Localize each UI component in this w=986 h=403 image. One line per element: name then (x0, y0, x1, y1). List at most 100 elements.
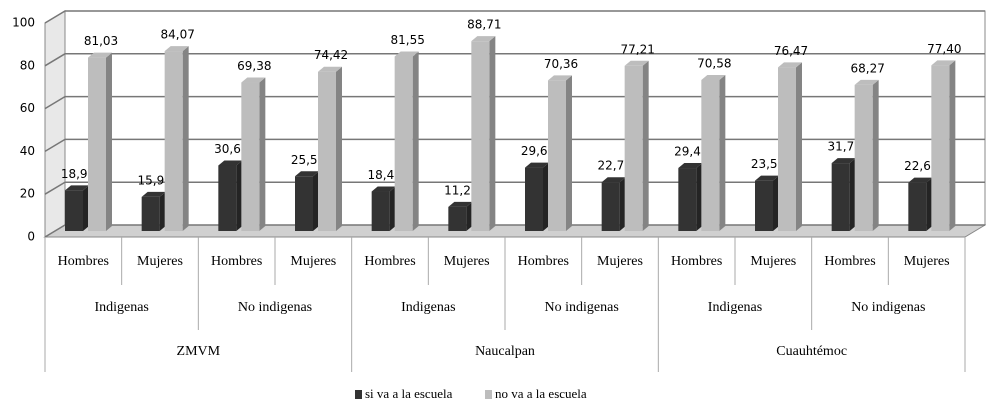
subgroup-label: Indigenas (708, 300, 762, 315)
value-label: 68,27 (850, 61, 884, 75)
bar-side (619, 177, 626, 231)
value-label: 70,36 (544, 57, 578, 71)
side-wall (44, 10, 66, 238)
value-label: 31,73 (827, 140, 861, 154)
bar (831, 163, 850, 231)
bar (88, 57, 106, 232)
bar-side (489, 36, 496, 231)
x-tick-label: Mujeres (290, 254, 336, 269)
value-label: 77,40 (927, 42, 961, 56)
value-label: 15,93 (137, 173, 171, 187)
x-tick-label: Hombres (518, 254, 569, 269)
bar-top (218, 160, 243, 166)
bar-side (566, 75, 572, 232)
bar-side (872, 79, 879, 232)
bar-side (849, 158, 856, 231)
bar-side (182, 46, 189, 232)
subgroup-label: No indigenas (851, 300, 925, 315)
bar-top (601, 177, 626, 183)
bar-side (236, 160, 243, 231)
group-label: Naucalpan (475, 344, 535, 359)
bar (164, 51, 183, 232)
bar-top (908, 177, 933, 183)
bar-side (642, 60, 649, 231)
bar-top (448, 201, 473, 207)
grid-line (44, 138, 985, 153)
legend-swatch (485, 390, 492, 399)
bar-top (525, 162, 549, 168)
y-tick-label: 0 (27, 230, 35, 244)
group-label: Cuauhtémoc (776, 344, 847, 359)
subgroup-label: No indigenas (545, 300, 619, 315)
subgroup-label: Indigenas (94, 300, 148, 315)
bar-top (931, 60, 956, 66)
value-label: 69,38 (237, 59, 271, 73)
grid-line (44, 95, 985, 110)
x-tick-label: Mujeres (444, 254, 490, 269)
bar-top (624, 60, 649, 66)
bar (448, 206, 467, 231)
bar-top (854, 79, 879, 85)
bar-side (773, 175, 779, 231)
bar (241, 82, 260, 232)
x-tick-label: Hombres (671, 254, 722, 269)
value-label: 74,42 (314, 48, 348, 62)
value-label: 22,60 (904, 159, 938, 173)
value-label: 76,47 (774, 44, 808, 58)
bar-top (295, 171, 319, 177)
x-tick-label: Hombres (824, 254, 875, 269)
bar-top (755, 175, 779, 181)
bar-top (548, 75, 572, 81)
group-label: ZMVM (177, 344, 221, 359)
bar-side (949, 60, 956, 231)
bar (601, 182, 620, 231)
bar (548, 80, 566, 232)
value-label: 70,58 (697, 56, 731, 70)
bar-side (466, 201, 473, 231)
y-tick-label: 20 (20, 187, 35, 201)
bar-top (471, 36, 496, 42)
bar-top (318, 66, 342, 72)
bar-top (241, 77, 266, 83)
grid-line (44, 53, 985, 67)
bar (318, 71, 336, 231)
bar-side (313, 171, 319, 231)
bar (908, 182, 927, 231)
bar (755, 180, 773, 231)
value-label: 84,07 (160, 28, 194, 42)
bar-top (394, 51, 419, 57)
bar-top (371, 186, 396, 192)
bar-side (159, 191, 166, 231)
x-tick-label: Hombres (58, 254, 109, 269)
bar-side (412, 51, 419, 231)
y-tick-label: 80 (20, 58, 35, 72)
bar (854, 84, 873, 232)
bar-side (336, 66, 342, 231)
bar-side (719, 74, 726, 231)
value-label: 81,03 (84, 34, 118, 48)
y-tick-label: 100 (12, 16, 35, 30)
legend-label: no va a la escuela (495, 386, 587, 401)
bar-top (678, 163, 703, 169)
bar-side (259, 77, 266, 232)
bar-side (543, 162, 549, 231)
bar (701, 79, 720, 231)
bar-top (164, 46, 189, 52)
value-label: 81,55 (390, 33, 424, 47)
subgroup-label: No indigenas (238, 300, 312, 315)
bar (65, 190, 83, 231)
value-label: 29,42 (674, 145, 708, 159)
bar (778, 67, 796, 231)
bar (295, 176, 313, 231)
bar (141, 196, 160, 231)
y-tick-label: 40 (20, 144, 35, 158)
value-label: 88,71 (467, 18, 501, 32)
value-label: 18,97 (61, 167, 95, 181)
bar (624, 65, 643, 231)
value-label: 22,79 (597, 159, 631, 173)
x-tick-label: Mujeres (137, 254, 183, 269)
bar-side (389, 186, 396, 231)
bar-top (831, 158, 856, 164)
bar-top (88, 52, 112, 58)
